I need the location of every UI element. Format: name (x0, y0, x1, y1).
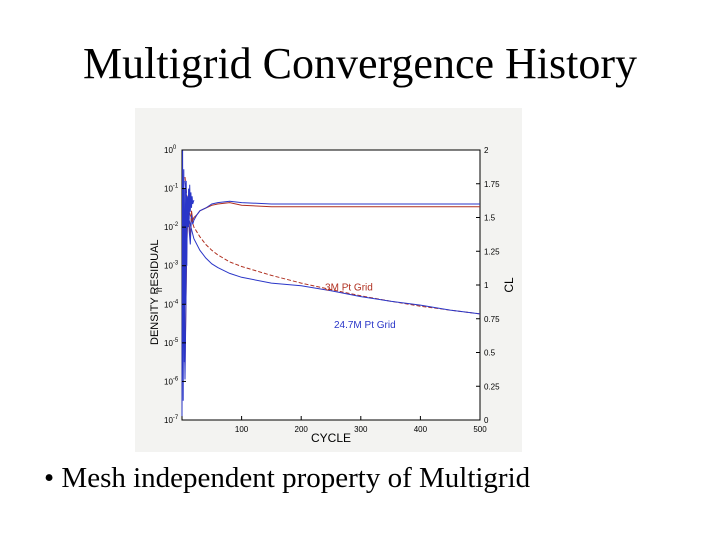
y-left-tick-base: 10 (164, 146, 173, 155)
y-right-tick-label: 0.5 (484, 349, 496, 358)
y-right-axis-label: CL (502, 277, 516, 293)
bullet-point: • Mesh independent property of Multigrid (44, 462, 530, 495)
series-line-5 (181, 149, 195, 417)
y-left-tick-label: 10-1 (164, 184, 179, 194)
bullet-symbol: • (44, 462, 55, 494)
y-left-tick-base: 10 (164, 300, 173, 309)
y-left-tick-exponent: -6 (173, 376, 179, 382)
y-right-tick-label: 2 (484, 146, 489, 155)
annotation-label-1: 3M Pt Grid (325, 282, 373, 293)
y-left-axis-label: DENSITY RESIDUAL (149, 239, 161, 345)
y-right-tick-label: 0.25 (484, 382, 500, 391)
y-left-tick-label: 10-3 (164, 261, 179, 271)
y-left-tick-base: 10 (164, 223, 173, 232)
y-left-tick-exponent: -5 (173, 338, 179, 344)
x-tick-label: 200 (295, 425, 309, 434)
y-left-tick-exponent: 0 (173, 145, 177, 151)
y-right-tick-label: 1 (484, 281, 489, 290)
annotation-label-2: 24.7M Pt Grid (334, 320, 396, 331)
y-left-tick-base: 10 (164, 339, 173, 348)
y-right-tick-label: 0.75 (484, 315, 500, 324)
x-axis-label: CYCLE (311, 431, 351, 445)
y-right-tick-label: 1.75 (484, 180, 500, 189)
y-left-axis-label-main: DENSITY RESIDUAL (149, 239, 161, 345)
bullet-text: Mesh independent property of Multigrid (61, 462, 531, 494)
y-left-tick-label: 10-2 (164, 222, 179, 232)
y-left-tick-exponent: -2 (173, 222, 179, 228)
y-left-axis-label-subscript: h (155, 288, 164, 292)
y-left-tick-label: 100 (164, 145, 177, 155)
x-tick-label: 400 (414, 425, 428, 434)
y-left-tick-exponent: -1 (173, 184, 179, 190)
x-tick-label: 300 (354, 425, 368, 434)
y-left-tick-label: 10-6 (164, 376, 179, 386)
y-left-tick-label: 10-7 (164, 415, 179, 425)
y-right-tick-label: 1.25 (484, 247, 500, 256)
y-left-tick-base: 10 (164, 185, 173, 194)
x-tick-label: 100 (235, 425, 249, 434)
y-left-tick-exponent: -3 (173, 261, 179, 267)
series-layer (181, 149, 481, 417)
y-left-tick-base: 10 (164, 416, 173, 425)
y-left-tick-base: 10 (164, 262, 173, 271)
x-axis-ticks: 100 200 300 400 500 (235, 416, 487, 434)
plot-area (181, 149, 481, 421)
y-left-tick-base: 10 (164, 377, 173, 386)
annotation-layer: 3M Pt Grid 24.7M Pt Grid (325, 282, 396, 331)
series-line-4 (184, 180, 481, 315)
y-left-tick-label: 10-5 (164, 338, 179, 348)
y-right-tick-label: 1.5 (484, 214, 496, 223)
right-axis-ticks: 0 0.25 0.5 0.75 1 1.25 1.5 1.75 2 (476, 146, 500, 425)
y-left-tick-exponent: -7 (173, 415, 179, 421)
slide-title: Multigrid Convergence History (83, 39, 637, 88)
y-right-tick-label: 0 (484, 416, 489, 425)
y-left-tick-exponent: -4 (173, 299, 179, 305)
x-tick-label: 500 (473, 425, 487, 434)
y-left-tick-label: 10-4 (164, 299, 179, 309)
